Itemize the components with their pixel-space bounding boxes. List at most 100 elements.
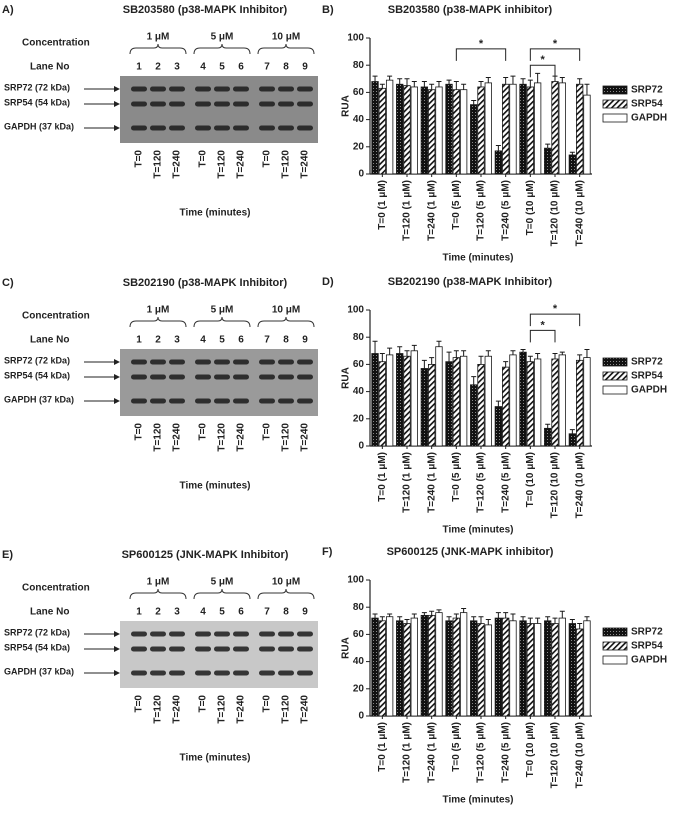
error-bar: [535, 617, 541, 624]
bar: [452, 89, 460, 175]
error-bar: [453, 350, 459, 358]
x-axis-label: Time (minutes): [443, 253, 514, 264]
lane-number: 9: [302, 335, 308, 346]
band-label: GAPDH (37 kDa): [4, 394, 74, 404]
lane-label: Lane No: [30, 607, 69, 618]
band: [297, 670, 313, 676]
panel-label: A): [2, 4, 14, 16]
bar: [378, 620, 386, 717]
error-bar: [545, 143, 551, 149]
bar: [544, 147, 552, 175]
error-bar: [446, 616, 452, 621]
bar: [396, 620, 404, 717]
lane-number: 5: [219, 335, 225, 346]
panel-label: D): [322, 276, 334, 288]
band: [278, 374, 294, 380]
band: [297, 359, 313, 365]
bar: [435, 346, 443, 447]
band: [278, 646, 294, 652]
error-bar: [503, 76, 509, 85]
arrow-head: [114, 646, 120, 652]
x-tick-label: T=120 (1 μM): [402, 452, 413, 513]
bar: [452, 357, 460, 447]
y-tick-label: 100: [347, 305, 364, 316]
x-axis-label: Time (minutes): [180, 481, 251, 492]
concentration: 5 μM: [211, 577, 234, 588]
error-bar: [387, 613, 393, 617]
band-label: SRP54 (54 kDa): [4, 97, 70, 107]
x-tick-label: T=240 (10 μM): [574, 722, 585, 788]
time-label: T=0: [198, 150, 209, 168]
band: [297, 374, 313, 380]
arrow-head: [114, 670, 120, 676]
lane-number: 7: [264, 62, 270, 73]
bar: [470, 620, 478, 717]
legend-swatch: [602, 655, 628, 665]
band: [233, 125, 249, 131]
band: [150, 398, 166, 404]
error-bar: [584, 348, 590, 358]
bar: [519, 620, 527, 717]
error-bar: [461, 608, 467, 613]
error-bar: [485, 350, 491, 357]
error-bar: [527, 617, 533, 624]
concentration: 5 μM: [211, 32, 234, 43]
arrow-head: [114, 374, 120, 380]
band: [169, 101, 185, 107]
x-tick-label: T=240 (1 μM): [426, 722, 437, 783]
bar: [477, 363, 485, 447]
y-tick-label: 0: [358, 169, 364, 180]
error-bar: [421, 81, 427, 87]
bar: [583, 94, 591, 175]
bar: [459, 355, 468, 447]
significance-label: *: [553, 303, 558, 315]
bar: [533, 623, 542, 717]
x-tick-label: T=240 (5 μM): [500, 452, 511, 513]
y-tick-label: 40: [353, 386, 365, 397]
band: [150, 631, 166, 637]
bar: [583, 620, 591, 717]
time-label: T=0: [198, 423, 209, 441]
blot: [120, 621, 318, 688]
panel-label: F): [322, 546, 333, 558]
lane-number: 6: [238, 335, 244, 346]
error-bar: [485, 618, 491, 625]
bar: [403, 355, 411, 447]
bar: [396, 353, 404, 447]
lane-number: 2: [155, 335, 161, 346]
band: [214, 670, 230, 676]
band: [195, 101, 211, 107]
error-bar: [552, 353, 558, 359]
y-axis-label: RUA: [341, 367, 352, 389]
band-label: GAPDH (37 kDa): [4, 666, 74, 676]
error-bar: [436, 609, 442, 613]
bar: [403, 623, 411, 717]
error-bar: [545, 616, 551, 621]
concentration: 10 μM: [272, 32, 300, 43]
bar: [551, 81, 559, 175]
error-bar: [527, 355, 533, 362]
lane-number: 7: [264, 607, 270, 618]
band: [131, 646, 147, 652]
x-axis-label: Time (minutes): [443, 525, 514, 536]
x-tick-label: T=120 (5 μM): [476, 452, 487, 513]
band: [169, 670, 185, 676]
time-label: T=240: [236, 423, 247, 452]
lane-number: 3: [174, 62, 180, 73]
x-tick-label: T=240 (10 μM): [574, 452, 585, 518]
panel-label: B): [322, 4, 334, 16]
band: [214, 101, 230, 107]
error-bar: [577, 354, 583, 361]
bar: [385, 354, 394, 447]
band: [195, 359, 211, 365]
y-tick-label: 40: [353, 114, 365, 125]
error-bar: [461, 83, 467, 90]
lane-number: 5: [219, 62, 225, 73]
band: [150, 646, 166, 652]
band: [259, 670, 275, 676]
band: [195, 631, 211, 637]
band: [214, 374, 230, 380]
legend-swatch: [602, 357, 628, 367]
band: [169, 125, 185, 131]
band: [278, 398, 294, 404]
